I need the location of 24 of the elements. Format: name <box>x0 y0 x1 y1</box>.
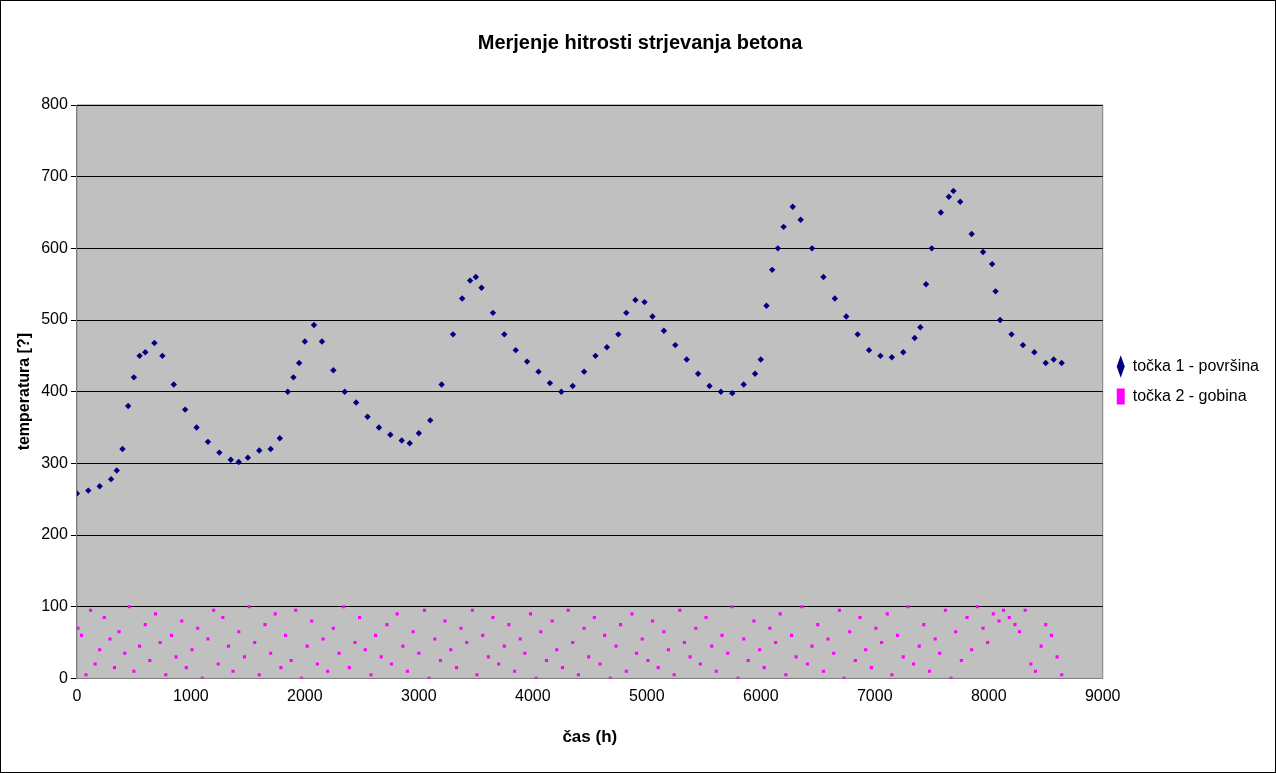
x-tick-label: 5000 <box>629 687 665 705</box>
y-tick-label: 300 <box>41 453 68 471</box>
legend-label: točka 1 - površina <box>1132 356 1260 374</box>
x-tick-label: 9000 <box>1084 687 1121 705</box>
x-tick-label: 4000 <box>515 687 551 705</box>
y-tick-label: 800 <box>41 95 68 113</box>
y-tick-label: 0 <box>58 668 68 686</box>
legend-label: točka 2 - gobina <box>1132 386 1247 404</box>
y-tick-label: 500 <box>41 310 68 328</box>
y-axis-title: temperatura [?] <box>15 333 33 451</box>
y-tick-label: 700 <box>41 167 68 185</box>
x-tick-label: 3000 <box>401 687 437 705</box>
x-tick-label: 7000 <box>856 687 893 705</box>
chart-title: Merjenje hitrosti strjevanja betona <box>477 30 804 53</box>
x-tick-label: 8000 <box>970 687 1007 705</box>
x-tick-label: 2000 <box>287 687 323 705</box>
y-tick-label: 100 <box>41 597 68 615</box>
x-tick-label: 1000 <box>173 687 209 705</box>
y-tick-label: 200 <box>41 525 68 543</box>
y-tick-label: 600 <box>41 238 68 256</box>
x-tick-label: 0 <box>72 687 82 705</box>
x-tick-label: 6000 <box>742 687 779 705</box>
y-tick-label: 400 <box>41 382 68 400</box>
x-axis-title: čas (h) <box>562 727 618 747</box>
